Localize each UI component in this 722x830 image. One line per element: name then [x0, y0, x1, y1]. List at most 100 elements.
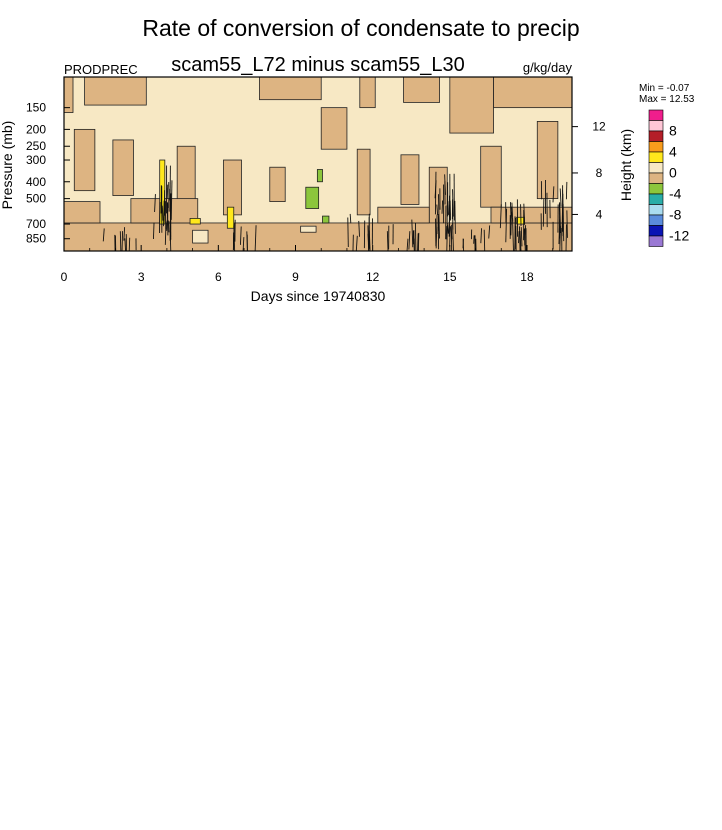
contour-line	[542, 198, 545, 227]
y-tick-label: 700	[26, 217, 46, 231]
contour-line	[233, 225, 236, 251]
contour-line	[408, 231, 411, 250]
y-tick-label: 200	[26, 122, 46, 136]
weak-positive-mid-region	[400, 154, 420, 205]
moderate-positive-region	[226, 206, 235, 229]
variable-label: PRODPREC	[64, 62, 138, 77]
weak-positive-upper-region	[493, 77, 572, 109]
contour-line	[499, 204, 502, 229]
weak-positive-upper-region	[449, 77, 494, 134]
colorbar-box	[648, 151, 664, 163]
x-tick-label: 0	[61, 270, 68, 284]
contour-line	[386, 231, 389, 251]
y-tick-label: 500	[26, 192, 46, 206]
contour-line	[349, 213, 352, 224]
contour-line	[358, 220, 360, 237]
contour-line	[454, 200, 456, 234]
contour-line	[434, 180, 437, 199]
contour-line	[566, 210, 568, 238]
weak-positive-mid-region	[73, 128, 96, 192]
contour-line	[152, 222, 155, 240]
contour-line	[446, 222, 448, 251]
weak-positive-upper-region	[259, 77, 322, 101]
contour-line	[154, 194, 156, 213]
contour-line	[462, 238, 465, 251]
colorbar-box	[648, 235, 664, 247]
contour-line	[480, 228, 482, 244]
plot-frame	[63, 76, 573, 252]
x-tick-label: 18	[520, 270, 534, 284]
weak-positive-lower-region	[64, 201, 101, 224]
contour-line	[448, 224, 450, 234]
contour-line	[159, 202, 161, 233]
weak-positive-upper-region	[403, 77, 440, 103]
y-tick-label: 400	[26, 175, 46, 189]
x-tick-label: 15	[443, 270, 457, 284]
weak-positive-upper-region	[359, 77, 376, 109]
weak-positive-mid-region	[480, 145, 502, 208]
y-tick-label: 300	[26, 153, 46, 167]
x-axis: 0 3 6 9 12 15 18	[61, 245, 554, 284]
x-tick-label: 12	[366, 270, 380, 284]
min-label: Min = -0.07	[639, 83, 690, 94]
x-tick-label: 3	[138, 270, 145, 284]
weak-positive-mid-region	[269, 166, 286, 202]
contour-line	[167, 220, 170, 233]
colorbar-box	[648, 172, 664, 184]
contour-line	[411, 219, 414, 248]
contour-line	[523, 203, 526, 225]
contour-line	[119, 231, 122, 251]
contour-line	[161, 205, 164, 221]
contour-line	[488, 225, 491, 239]
colorbar-box	[648, 214, 664, 226]
weak-positive-lower-region	[64, 222, 572, 251]
colorbar-box	[648, 183, 664, 195]
contour-line	[450, 227, 453, 240]
colorbar-label: 8	[669, 123, 677, 139]
x-tick-label: 9	[292, 270, 299, 284]
y2-axis: 4 8 12	[572, 120, 606, 221]
colorbar-box	[648, 193, 664, 205]
contour-line	[562, 204, 565, 242]
contour-line	[519, 230, 522, 251]
contour-line	[520, 227, 523, 247]
contour-line	[559, 202, 562, 234]
y2-tick-label: 4	[596, 207, 603, 221]
contour-line	[254, 225, 257, 251]
contour-line	[512, 217, 514, 251]
contour-line	[123, 227, 126, 241]
y-axis-label: Pressure (mb)	[0, 121, 15, 210]
contour-line	[367, 225, 370, 251]
contour-line	[483, 229, 486, 251]
contour-line	[435, 214, 438, 249]
weak-positive-upper-region	[84, 77, 147, 106]
chart-title: Rate of conversion of condensate to prec…	[142, 15, 579, 41]
weak-positive-upper-region	[320, 107, 348, 150]
colorbar-box	[648, 225, 664, 237]
contour-line	[355, 235, 358, 251]
x-axis-label: Days since 19740830	[251, 288, 386, 304]
contour-line	[347, 217, 349, 247]
weak-positive-upper-region	[64, 77, 74, 113]
colorbar-label: 4	[669, 144, 677, 160]
colorbar-label: -8	[669, 207, 682, 223]
colorbar-box	[648, 109, 664, 121]
contour-line	[552, 186, 555, 203]
weak-negative-region	[305, 186, 320, 209]
y2-axis-label: Height (km)	[618, 129, 634, 201]
contour-line	[524, 225, 527, 239]
colorbar: 8 4 0 -4 -8 -12	[648, 109, 689, 247]
y2-tick-label: 8	[596, 166, 603, 180]
colorbar-label: 0	[669, 165, 677, 181]
contour-line	[169, 221, 172, 251]
weak-positive-lower-region	[377, 206, 430, 224]
contour-line	[170, 180, 173, 220]
contour-line	[445, 226, 448, 240]
colorbar-box	[648, 130, 664, 142]
contour-line	[510, 206, 512, 236]
x-tick-label: 6	[215, 270, 222, 284]
units-label: g/kg/day	[523, 60, 573, 75]
weak-positive-mid-region	[176, 145, 196, 208]
contour-line	[166, 184, 169, 199]
